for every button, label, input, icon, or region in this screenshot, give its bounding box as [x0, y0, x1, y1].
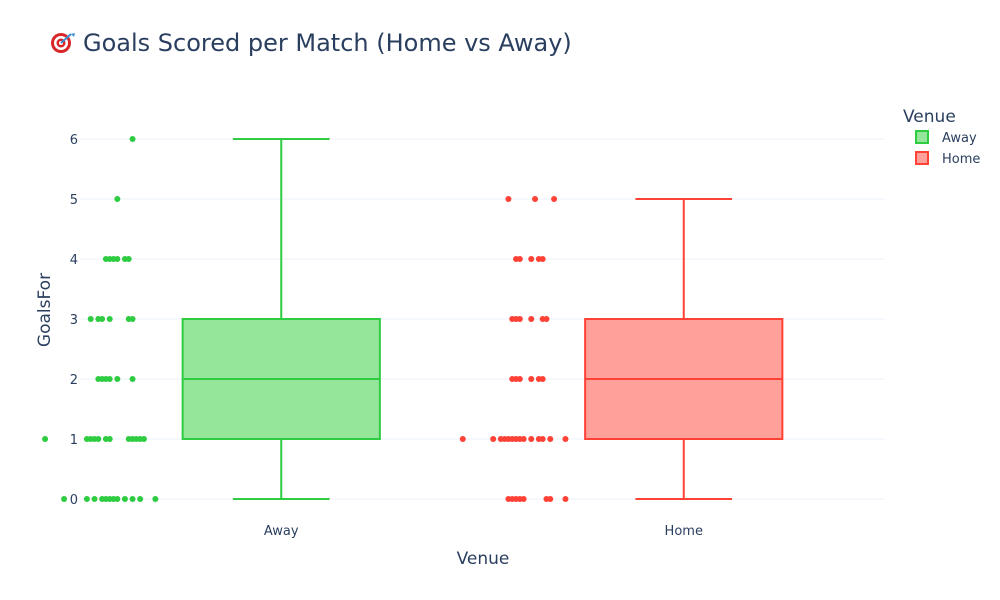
y-tick-label: 0 [70, 493, 78, 508]
data-point [129, 316, 136, 322]
box-away [181, 138, 381, 500]
y-tick-label: 4 [70, 253, 78, 268]
y-tick-label: 1 [70, 433, 78, 448]
legend-label: Away [942, 131, 977, 146]
y-axis-ticks: 0 1 2 3 4 5 6 [70, 133, 78, 508]
data-point [539, 256, 546, 262]
data-points [42, 136, 569, 502]
data-point [106, 376, 113, 382]
chart-title-text: Goals Scored per Match (Home vs Away) [83, 29, 572, 57]
data-point [516, 256, 523, 262]
x-axis-ticks: Away Home [264, 524, 703, 539]
data-point [528, 256, 535, 262]
box-home [584, 198, 784, 500]
data-point [129, 496, 136, 502]
box-plots [181, 138, 784, 500]
data-point [520, 436, 527, 442]
data-point [516, 376, 523, 382]
target-icon [51, 33, 75, 53]
x-axis-title: Venue [457, 549, 510, 569]
legend-swatch [915, 151, 929, 165]
data-point [140, 436, 147, 442]
y-tick-label: 3 [70, 313, 78, 328]
chart-title: Goals Scored per Match (Home vs Away) [51, 29, 572, 57]
data-point [99, 316, 106, 322]
data-point [505, 196, 512, 202]
legend-label: Home [942, 152, 980, 167]
data-point [87, 316, 94, 322]
data-point [114, 496, 121, 502]
data-point [95, 436, 102, 442]
data-point [532, 196, 539, 202]
data-point [543, 316, 550, 322]
x-tick-label: Away [264, 524, 299, 539]
data-point [61, 496, 68, 502]
data-point [114, 256, 121, 262]
legend: Venue Away Home [903, 107, 980, 167]
data-point [137, 496, 144, 502]
data-point [528, 376, 535, 382]
data-point [520, 496, 527, 502]
data-point [562, 436, 569, 442]
data-point [114, 376, 121, 382]
data-point [106, 316, 113, 322]
data-point [83, 496, 90, 502]
y-axis-title: GoalsFor [35, 273, 55, 347]
data-point [490, 436, 497, 442]
data-point [539, 376, 546, 382]
data-point [547, 436, 554, 442]
y-tick-label: 6 [70, 133, 78, 148]
data-point [539, 436, 546, 442]
y-tick-label: 2 [70, 373, 78, 388]
data-point [129, 136, 136, 142]
data-point [551, 196, 558, 202]
legend-item-away: Away [915, 130, 977, 146]
data-point [459, 436, 466, 442]
data-point [547, 496, 554, 502]
data-point [516, 316, 523, 322]
data-point [106, 436, 113, 442]
data-point [129, 376, 136, 382]
data-point [121, 496, 128, 502]
data-point [528, 436, 535, 442]
data-point [42, 436, 49, 442]
x-tick-label: Home [665, 524, 703, 539]
points-home [459, 196, 569, 502]
y-tick-label: 5 [70, 193, 78, 208]
points-away [42, 136, 159, 502]
legend-item-home: Home [915, 151, 980, 167]
data-point [125, 256, 132, 262]
legend-swatch [915, 130, 929, 144]
data-point [114, 196, 121, 202]
data-point [528, 316, 535, 322]
legend-title: Venue [903, 107, 956, 127]
data-point [562, 496, 569, 502]
data-point [91, 496, 98, 502]
data-point [152, 496, 159, 502]
